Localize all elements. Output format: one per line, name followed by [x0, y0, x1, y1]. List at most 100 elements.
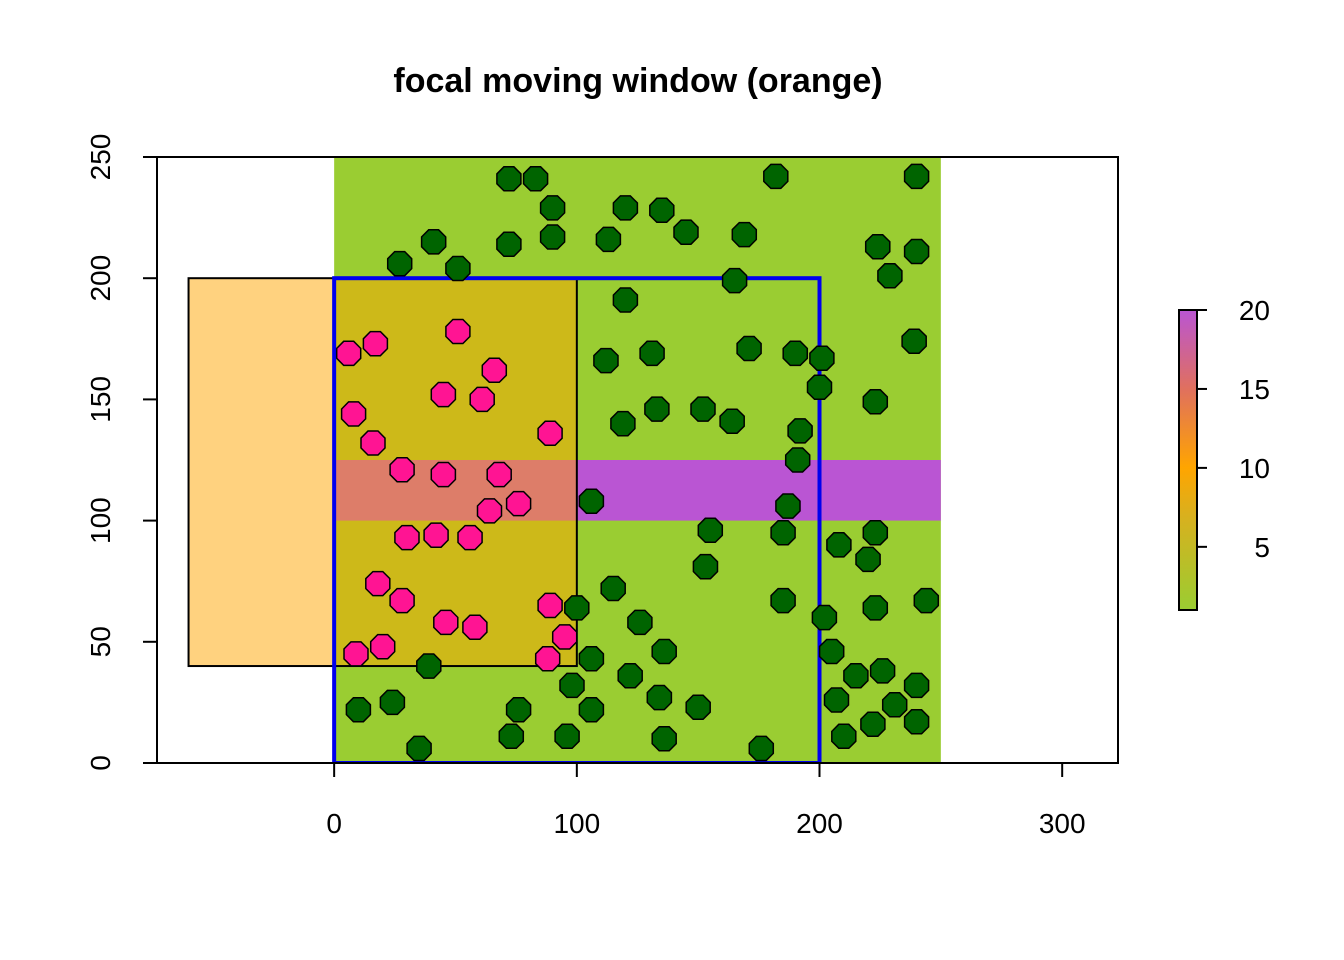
data-point — [389, 587, 415, 614]
data-point — [505, 696, 532, 723]
data-point — [862, 519, 889, 546]
data-point — [430, 381, 457, 408]
data-point — [496, 166, 522, 192]
data-point — [901, 328, 927, 354]
data-point — [763, 163, 789, 190]
data-point — [539, 195, 566, 221]
data-point — [731, 221, 758, 248]
data-point — [539, 224, 566, 250]
data-point — [343, 641, 369, 667]
axes: 0 100 200 300 0 50 100 150 200 250 — [85, 134, 1119, 839]
data-point — [823, 687, 850, 713]
data-point — [610, 410, 636, 437]
point-series-1 — [335, 318, 578, 672]
data-point — [806, 374, 833, 401]
data-point — [423, 522, 449, 548]
data-point — [903, 238, 930, 265]
y-tick-label: 100 — [85, 497, 116, 544]
data-point — [486, 461, 512, 488]
data-point — [537, 420, 563, 447]
legend-tick-label: 10 — [1239, 453, 1270, 484]
data-point — [903, 163, 930, 190]
plot-area — [187, 157, 941, 763]
data-point — [770, 587, 796, 614]
data-point — [595, 226, 622, 253]
x-tick-label: 300 — [1039, 808, 1086, 839]
legend-tick-label: 20 — [1239, 295, 1270, 326]
chart-title: focal moving window (orange) — [393, 62, 882, 100]
data-point — [639, 340, 665, 367]
data-point — [340, 401, 367, 427]
y-tick-label: 0 — [85, 755, 116, 771]
data-point — [522, 166, 549, 192]
data-point — [811, 604, 838, 631]
data-point — [869, 658, 896, 684]
data-point — [903, 709, 930, 735]
data-point — [469, 386, 495, 413]
data-point — [913, 587, 940, 614]
data-point — [855, 546, 881, 573]
data-point — [826, 532, 852, 558]
data-point — [719, 408, 745, 434]
data-point — [369, 633, 396, 660]
data-point — [644, 396, 670, 422]
data-point — [809, 345, 835, 371]
data-point — [534, 646, 561, 672]
data-point — [416, 653, 442, 679]
data-point — [649, 197, 675, 224]
legend-tick-label: 15 — [1239, 374, 1270, 405]
data-point — [360, 430, 386, 456]
data-point — [862, 595, 889, 621]
color-legend: 5 10 15 20 — [1178, 295, 1270, 611]
data-point — [617, 662, 643, 689]
data-point — [430, 461, 457, 488]
data-point — [498, 723, 525, 750]
data-point — [690, 396, 716, 422]
data-point — [685, 694, 711, 721]
data-point — [537, 592, 563, 619]
data-point — [564, 595, 590, 621]
data-point — [476, 498, 503, 524]
data-point — [651, 725, 677, 752]
data-point — [818, 638, 845, 665]
data-point — [593, 347, 619, 374]
data-point — [394, 524, 420, 551]
data-point — [721, 267, 748, 294]
data-point — [578, 696, 605, 723]
data-point — [612, 195, 639, 221]
data-point — [646, 684, 673, 711]
data-point — [457, 524, 483, 551]
y-tick-label: 50 — [85, 626, 116, 657]
data-point — [481, 357, 508, 384]
data-point — [335, 340, 362, 367]
x-tick-label: 0 — [326, 808, 342, 839]
data-point — [736, 335, 762, 362]
data-point — [748, 735, 775, 762]
data-point — [554, 723, 580, 750]
data-point — [775, 493, 801, 519]
data-point — [673, 219, 699, 245]
data-point — [627, 609, 653, 636]
data-point — [559, 672, 585, 699]
data-point — [445, 318, 471, 345]
data-point — [843, 662, 869, 689]
data-point — [433, 609, 459, 636]
data-point — [420, 229, 447, 255]
y-tick-label: 250 — [85, 134, 116, 181]
data-point — [612, 287, 639, 313]
data-point — [578, 646, 605, 672]
data-point — [862, 389, 889, 415]
data-point — [864, 233, 891, 260]
point-series-0 — [345, 163, 940, 762]
data-point — [462, 614, 488, 641]
data-point — [903, 672, 930, 699]
data-point — [770, 519, 796, 546]
data-point — [345, 696, 372, 723]
data-point — [881, 692, 908, 718]
data-point — [362, 330, 389, 357]
data-point — [406, 735, 432, 762]
data-point — [697, 517, 724, 544]
data-point — [860, 711, 886, 737]
data-point — [600, 575, 626, 602]
data-point — [877, 263, 903, 289]
